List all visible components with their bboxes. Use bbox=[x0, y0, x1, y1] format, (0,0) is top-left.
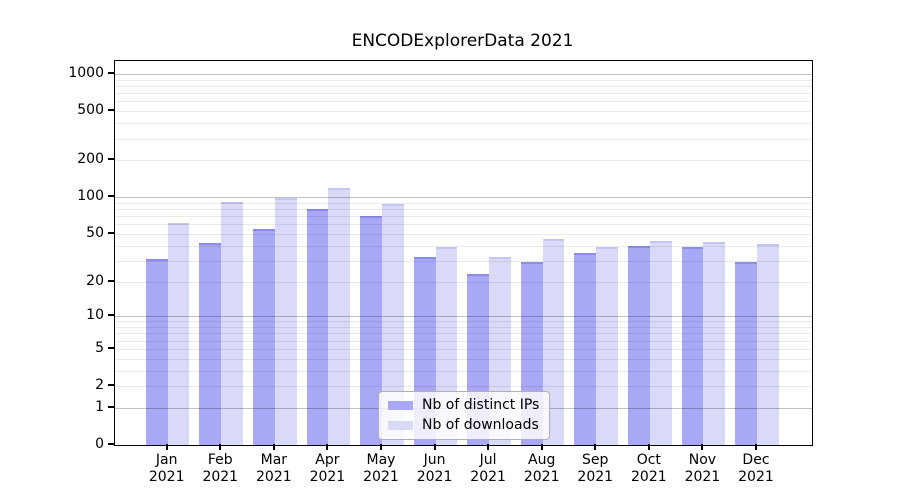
y-tick-label-1000: 1000 bbox=[68, 65, 104, 82]
bar-distinct-ips-apr bbox=[306, 209, 329, 445]
y-tick-label-500: 500 bbox=[77, 102, 104, 119]
x-tick-label-oct: Oct 2021 bbox=[631, 452, 667, 485]
legend-label-downloads: Nb of downloads bbox=[422, 417, 539, 433]
bar-downloads-mar bbox=[274, 198, 297, 445]
y-tick-label-100: 100 bbox=[77, 188, 104, 205]
x-tick-sep bbox=[594, 444, 597, 450]
bar-distinct-ips-dec bbox=[735, 262, 757, 445]
y-tick-20 bbox=[108, 279, 114, 282]
y-tick-500 bbox=[108, 109, 114, 112]
y-tick-label-200: 200 bbox=[77, 151, 104, 168]
x-tick-jan bbox=[165, 444, 168, 450]
x-tick-feb bbox=[219, 444, 222, 450]
y-tick-label-20: 20 bbox=[86, 272, 104, 289]
legend-swatch-distinct-ips bbox=[388, 401, 413, 410]
x-tick-nov bbox=[701, 444, 704, 450]
x-tick-label-feb: Feb 2021 bbox=[202, 452, 239, 485]
y-tick-1000 bbox=[108, 72, 114, 75]
y-tick-label-0: 0 bbox=[95, 436, 104, 452]
y-tick-200 bbox=[108, 158, 114, 161]
y-tick-5 bbox=[108, 346, 114, 349]
x-tick-label-sep: Sep 2021 bbox=[577, 452, 614, 485]
bar-downloads-feb bbox=[221, 201, 244, 445]
legend-label-distinct-ips: Nb of distinct IPs bbox=[422, 397, 540, 413]
bar-downloads-dec bbox=[756, 244, 779, 445]
x-tick-label-jun: Jun 2021 bbox=[416, 452, 453, 485]
y-tick-label-1: 1 bbox=[95, 398, 104, 415]
bar-downloads-jan bbox=[167, 222, 190, 445]
bar-distinct-ips-mar bbox=[253, 228, 275, 445]
x-tick-dec bbox=[754, 444, 757, 450]
y-tick-label-50: 50 bbox=[86, 224, 104, 241]
x-tick-may bbox=[379, 444, 382, 450]
legend-item-downloads: Nb of downloads bbox=[388, 417, 539, 434]
x-tick-label-apr: Apr 2021 bbox=[309, 452, 346, 485]
x-tick-jul bbox=[487, 444, 490, 450]
legend: Nb of distinct IPs Nb of downloads bbox=[378, 391, 551, 440]
bar-downloads-apr bbox=[328, 187, 351, 445]
y-tick-50 bbox=[108, 231, 114, 234]
x-tick-label-jul: Jul 2021 bbox=[470, 452, 506, 485]
x-tick-label-jan: Jan 2021 bbox=[148, 452, 185, 485]
bars-layer bbox=[115, 61, 812, 445]
x-tick-oct bbox=[647, 444, 650, 450]
bar-distinct-ips-nov bbox=[681, 246, 704, 445]
legend-swatch-downloads bbox=[388, 421, 413, 430]
bar-downloads-oct bbox=[649, 240, 672, 445]
bar-distinct-ips-feb bbox=[199, 243, 222, 445]
bar-distinct-ips-oct bbox=[628, 245, 650, 445]
legend-item-distinct-ips: Nb of distinct IPs bbox=[388, 397, 539, 414]
x-tick-label-may: May 2021 bbox=[363, 452, 399, 485]
plot-area bbox=[114, 60, 813, 446]
y-tick-label-2: 2 bbox=[95, 377, 104, 394]
x-tick-label-mar: Mar 2021 bbox=[256, 452, 292, 485]
y-tick-1 bbox=[108, 405, 114, 408]
x-tick-label-dec: Dec 2021 bbox=[738, 452, 774, 485]
x-tick-jun bbox=[433, 444, 436, 450]
y-tick-100 bbox=[108, 195, 114, 198]
x-tick-apr bbox=[326, 444, 329, 450]
x-tick-label-nov: Nov 2021 bbox=[684, 452, 721, 485]
x-tick-mar bbox=[272, 444, 275, 450]
bar-distinct-ips-may bbox=[360, 216, 382, 445]
y-tick-0 bbox=[108, 443, 114, 445]
y-tick-label-5: 5 bbox=[95, 339, 104, 356]
bar-distinct-ips-jan bbox=[145, 258, 168, 445]
x-tick-aug bbox=[540, 444, 543, 450]
y-tick-label-10: 10 bbox=[86, 307, 104, 324]
bar-downloads-may bbox=[381, 204, 404, 445]
y-tick-2 bbox=[108, 384, 114, 387]
bar-downloads-nov bbox=[703, 241, 726, 445]
x-tick-label-aug: Aug 2021 bbox=[523, 452, 560, 485]
bar-downloads-sep bbox=[596, 246, 619, 445]
bar-distinct-ips-sep bbox=[574, 252, 597, 445]
y-tick-10 bbox=[108, 314, 114, 317]
chart-title: ENCODExplorerData 2021 bbox=[351, 31, 574, 51]
